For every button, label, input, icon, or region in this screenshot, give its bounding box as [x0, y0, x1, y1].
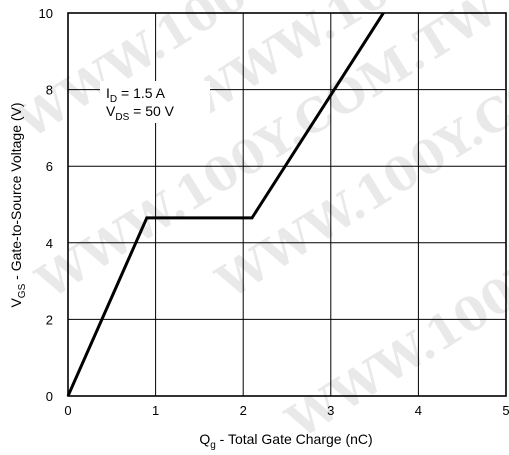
grid: [68, 13, 506, 396]
plot-frame: [67, 12, 507, 397]
y-tick-label: 0: [46, 389, 53, 404]
annotation-id: ID = 1.5 A: [106, 85, 166, 105]
annotation-vds: VDS = 50 V: [106, 103, 175, 123]
x-tick-label: 4: [415, 403, 422, 418]
y-tick-label: 10: [39, 6, 53, 21]
y-tick-label: 2: [46, 312, 53, 327]
tick-labels: 0 1 2 3 4 5 0 2 4 6 8 10: [39, 6, 509, 418]
x-axis-label: Qg - Total Gate Charge (nC): [199, 431, 372, 451]
y-tick-label: 4: [46, 236, 53, 251]
y-tick-label: 6: [46, 159, 53, 174]
x-tick-label: 3: [327, 403, 334, 418]
series-line: [66, 12, 385, 397]
x-tick-label: 0: [64, 403, 71, 418]
y-tick-label: 8: [46, 83, 53, 98]
x-tick-label: 2: [240, 403, 247, 418]
x-tick-label: 5: [502, 403, 509, 418]
watermark-layer: WWW.100Y.COM.TWWWW.100Y.COM.TWWWW.100Y.C…: [6, 0, 509, 450]
y-axis-label: VGS - Gate-to-Source Voltage (V): [8, 102, 28, 307]
annotation: ID = 1.5 A VDS = 50 V: [100, 81, 210, 123]
x-tick-label: 1: [152, 403, 159, 418]
